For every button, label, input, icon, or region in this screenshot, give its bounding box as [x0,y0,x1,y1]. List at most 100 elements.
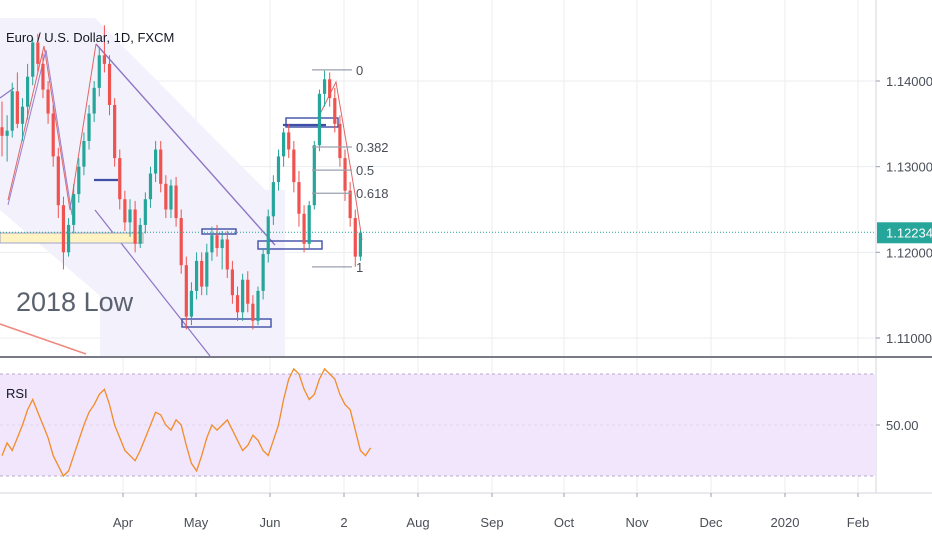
candle-body [41,63,45,90]
channel-shade-2 [100,190,285,356]
candle-body [194,260,199,291]
candle-body [225,239,229,270]
candle-body [169,185,173,210]
fib-label: 0.618 [356,186,389,201]
candle-body [210,235,214,253]
candle-body [10,91,14,131]
time-tick-label: Sep [480,515,503,530]
chart-title: Euro / U.S. Dollar, 1D, FXCM [6,30,174,45]
time-tick-label: Oct [554,515,575,530]
candle-body [97,55,101,88]
candle-body [292,149,296,183]
candle-body [287,132,291,150]
candle-body [66,224,71,253]
candle-body [46,89,50,114]
support-zone-yellow [0,232,144,244]
candle-body [138,224,142,244]
price-tick-label: 1.13000 [886,160,932,175]
support-box-june [257,240,323,250]
resistance-box-1 [201,228,237,235]
candle-body [220,239,224,249]
candle-body [133,209,137,244]
channel-upper-line [95,43,276,246]
price-tick-label: 1.12000 [886,245,932,260]
candle-body [246,279,250,304]
candle-body [179,218,183,266]
candle-body [36,42,40,64]
last-price-badge [877,222,932,244]
candle-body [235,295,240,313]
candle-body [118,158,122,200]
candle-body [200,260,204,287]
trend-line-left [0,87,15,99]
candle-body [82,140,86,167]
candle-body [77,166,81,195]
pane-separator [0,356,932,358]
candle-body [92,87,96,114]
price-tick-label: 1.11000 [886,331,932,346]
candle-body [261,254,265,291]
rsi-tick-label: 50.00 [886,418,919,433]
candle-body [102,55,106,64]
candle-body [189,290,194,317]
candle-body [358,232,362,257]
candle-body [338,123,342,159]
time-tick-label: May [184,515,209,530]
candle-body [271,182,275,217]
candle-body [56,156,60,206]
fib-label: 1 [356,260,363,275]
candle-body [251,303,255,321]
fib-label: 0 [356,63,363,78]
zigzag-red-2 [317,80,363,241]
rsi-title: RSI [6,386,28,401]
candle-body [159,149,163,184]
candle-body [87,113,91,141]
candle-body [256,290,260,321]
candle-body [328,79,332,99]
time-tick-label: Jun [260,515,281,530]
candle-body [164,183,168,210]
time-tick-label: Feb [847,515,869,530]
candle-body [343,158,347,191]
candle-body [184,265,188,317]
candle-body [148,173,153,200]
candle-body [205,252,209,287]
time-tick-label: Dec [699,515,723,530]
resistance-box-top [285,117,339,128]
candle-body [317,93,322,146]
candle-body [26,76,30,107]
candle-body [241,279,245,313]
candle-body [123,199,127,223]
candle-body [61,205,66,253]
candle-body [51,113,55,157]
candle-body [154,149,158,174]
candle-body [353,218,357,257]
time-tick-label: Nov [625,515,649,530]
candle-body [348,190,352,219]
candle-body [276,156,281,183]
zigzag-red [7,43,97,211]
time-tick-label: Aug [406,515,429,530]
candle-body [128,209,132,223]
candle-body [107,63,112,105]
candle-body [266,216,270,255]
support-box-low [181,318,272,328]
candle-body [72,194,76,225]
candle-body [230,269,234,296]
candle-body [282,132,286,157]
candle-body [174,185,178,219]
candle-body [312,145,316,206]
candle-body [302,213,306,244]
rsi-line [1,367,372,478]
candle-body [333,98,337,124]
time-tick-label: Apr [113,515,134,530]
zigzag-purple [7,49,73,216]
annotation-2018-low: 2018 Low [16,287,134,317]
candle-body [143,199,147,225]
candle-body [5,130,9,136]
price-tick-label: 1.14000 [886,74,932,89]
candle-body [113,104,117,159]
fib-label: 0.382 [356,140,389,155]
fib-label: 0.5 [356,163,374,178]
